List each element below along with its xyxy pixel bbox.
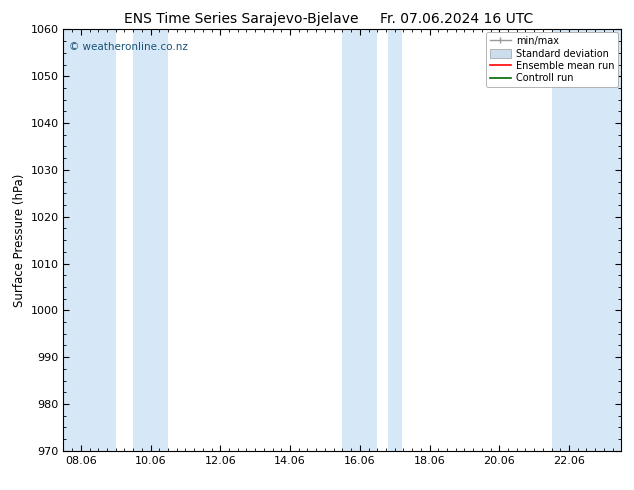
Y-axis label: Surface Pressure (hPa): Surface Pressure (hPa): [13, 173, 26, 307]
Bar: [63, 29, 115, 451]
Bar: [552, 29, 621, 451]
Text: © weatheronline.co.nz: © weatheronline.co.nz: [69, 42, 188, 52]
Text: Fr. 07.06.2024 16 UTC: Fr. 07.06.2024 16 UTC: [380, 12, 533, 26]
Bar: [342, 29, 377, 451]
Text: ENS Time Series Sarajevo-Bjelave: ENS Time Series Sarajevo-Bjelave: [124, 12, 358, 26]
Legend: min/max, Standard deviation, Ensemble mean run, Controll run: min/max, Standard deviation, Ensemble me…: [486, 32, 618, 87]
Bar: [388, 29, 402, 451]
Bar: [133, 29, 168, 451]
